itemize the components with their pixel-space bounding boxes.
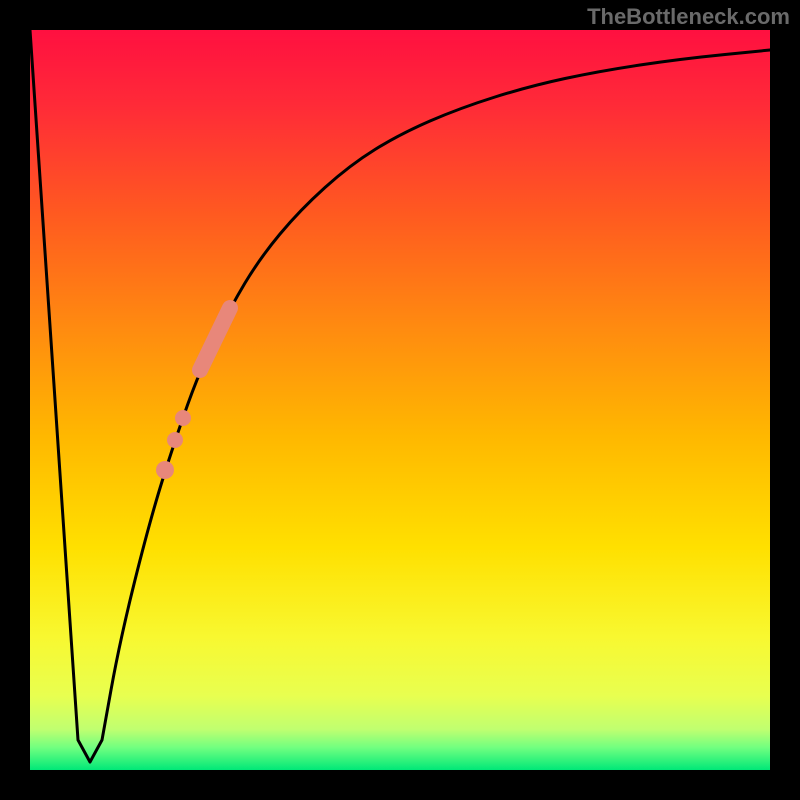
marker-dot [156, 461, 174, 479]
plot-background [30, 30, 770, 770]
watermark-text: TheBottleneck.com [587, 4, 790, 30]
marker-dot [167, 432, 183, 448]
chart-svg [0, 0, 800, 800]
chart-container: TheBottleneck.com [0, 0, 800, 800]
marker-dot [175, 410, 191, 426]
